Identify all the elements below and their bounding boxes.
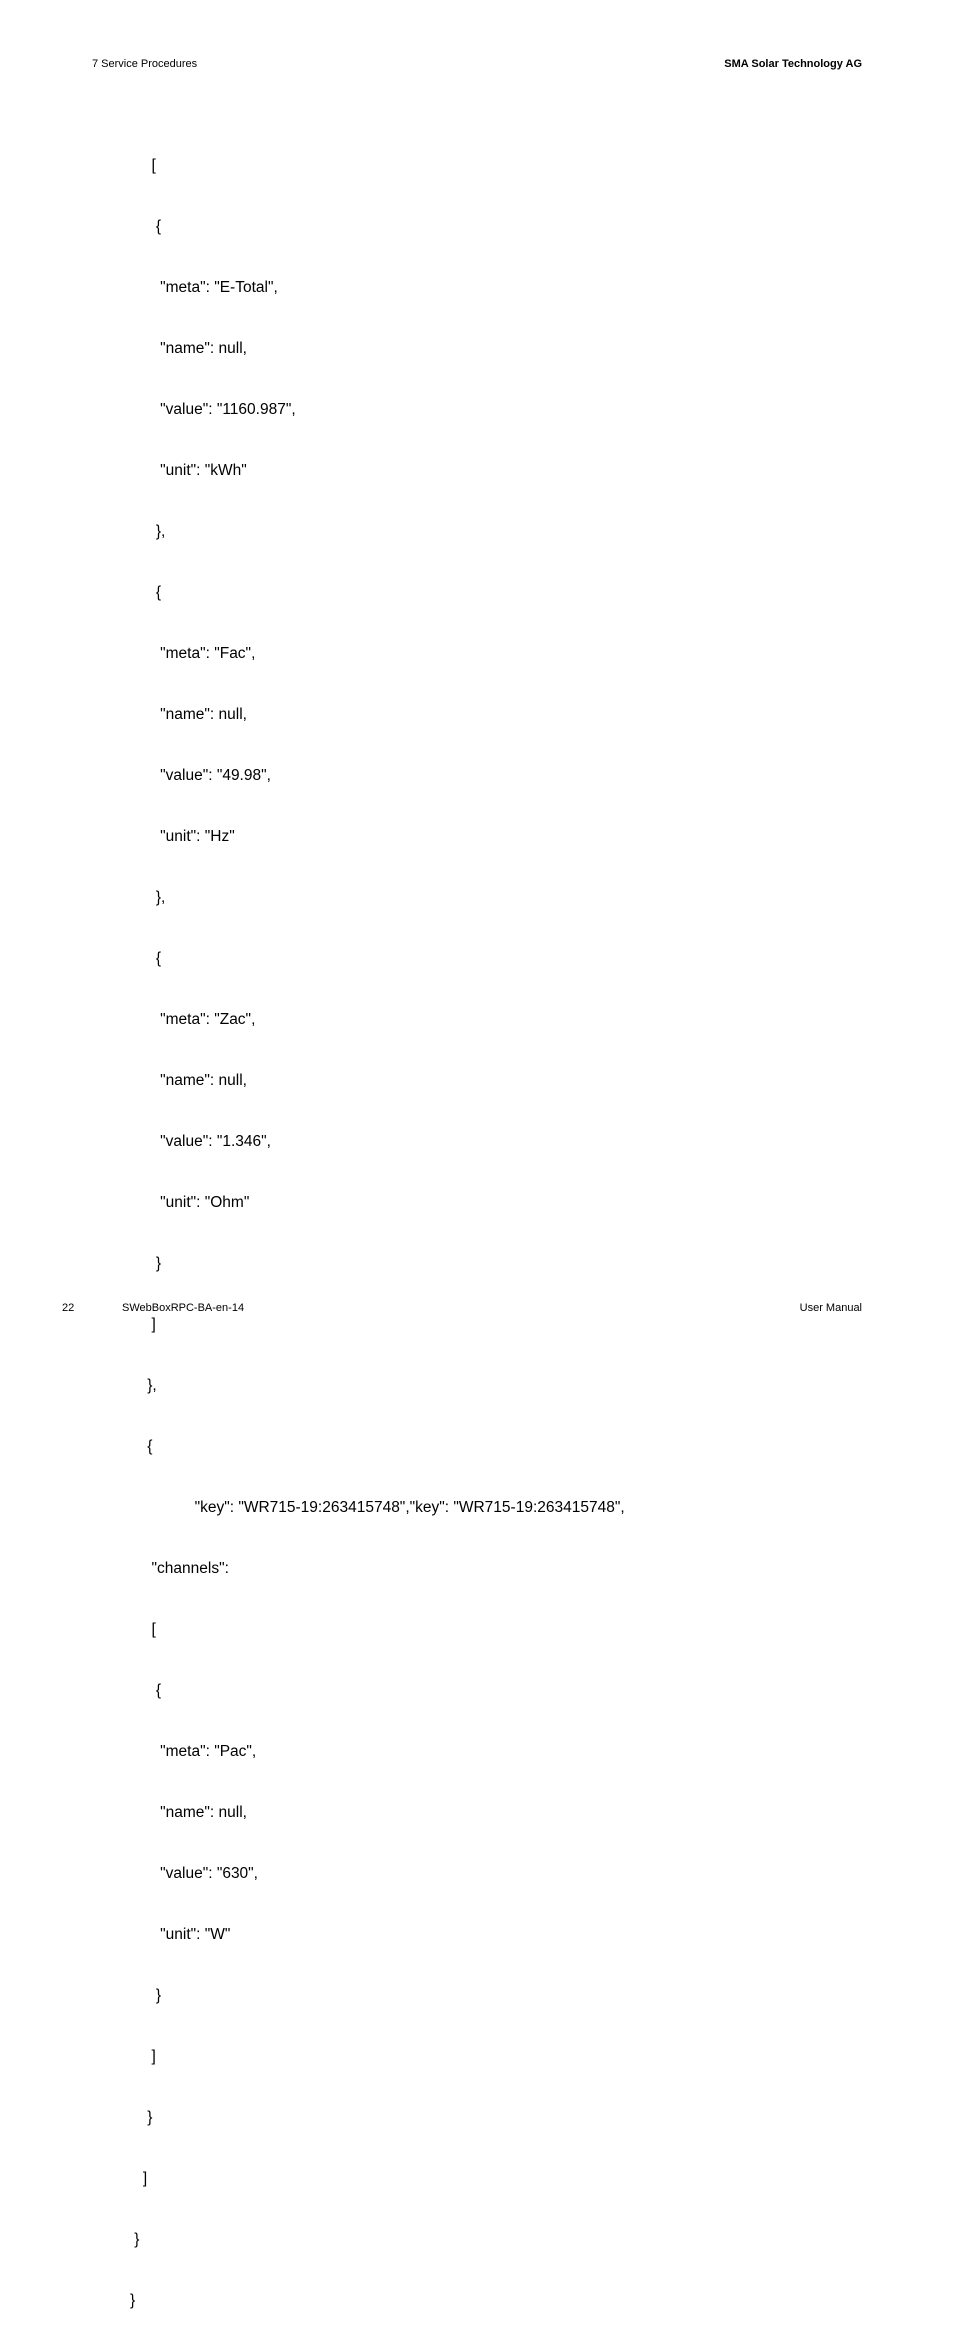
- header-section-label: 7 Service Procedures: [92, 58, 197, 70]
- code-line: ]: [130, 2042, 862, 2073]
- code-line: "name": null,: [130, 1798, 862, 1829]
- code-line: },: [130, 1371, 862, 1402]
- page-header: 7 Service Procedures SMA Solar Technolog…: [92, 58, 862, 70]
- code-line: "name": null,: [130, 1066, 862, 1097]
- code-line: ]: [130, 2164, 862, 2195]
- code-line: {: [130, 944, 862, 975]
- code-line: [: [130, 1615, 862, 1646]
- footer-manual-label: User Manual: [800, 1302, 862, 1314]
- code-line: "meta": "Pac",: [130, 1737, 862, 1768]
- page-footer: 22 SWebBoxRPC-BA-en-14 User Manual: [62, 1302, 862, 1314]
- code-line: "value": "49.98",: [130, 761, 862, 792]
- code-line: }: [130, 2103, 862, 2134]
- code-line: "meta": "Fac",: [130, 639, 862, 670]
- code-line: {: [130, 578, 862, 609]
- code-line: "unit": "Ohm": [130, 1188, 862, 1219]
- code-line: "unit": "W": [130, 1920, 862, 1951]
- code-line: "meta": "Zac",: [130, 1005, 862, 1036]
- code-line: {: [130, 1676, 862, 1707]
- code-line: "unit": "kWh": [130, 456, 862, 487]
- code-line: },: [130, 517, 862, 548]
- code-line: "value": "1160.987",: [130, 395, 862, 426]
- code-line: }: [130, 2286, 862, 2317]
- code-line: {: [130, 1432, 862, 1463]
- code-line: }: [130, 1249, 862, 1280]
- code-line: [: [130, 151, 862, 182]
- code-line: "meta": "E-Total",: [130, 273, 862, 304]
- code-line: "unit": "Hz": [130, 822, 862, 853]
- code-line: "value": "630",: [130, 1859, 862, 1890]
- code-line: ]: [130, 1310, 862, 1341]
- code-line: "value": "1.346",: [130, 1127, 862, 1158]
- footer-doc-id: SWebBoxRPC-BA-en-14: [122, 1302, 244, 1314]
- header-company-label: SMA Solar Technology AG: [724, 58, 862, 70]
- code-line: "key": "WR715-19:263415748","key": "WR71…: [130, 1493, 862, 1524]
- code-line: {: [130, 212, 862, 243]
- code-line: "name": null,: [130, 700, 862, 731]
- code-line: }: [130, 2225, 862, 2256]
- code-line: },: [130, 883, 862, 914]
- code-line: "channels":: [130, 1554, 862, 1585]
- code-block: [ { "meta": "E-Total", "name": null, "va…: [130, 120, 862, 2347]
- code-line: }: [130, 1981, 862, 2012]
- footer-page-number: 22: [62, 1302, 122, 1314]
- code-line: "name": null,: [130, 334, 862, 365]
